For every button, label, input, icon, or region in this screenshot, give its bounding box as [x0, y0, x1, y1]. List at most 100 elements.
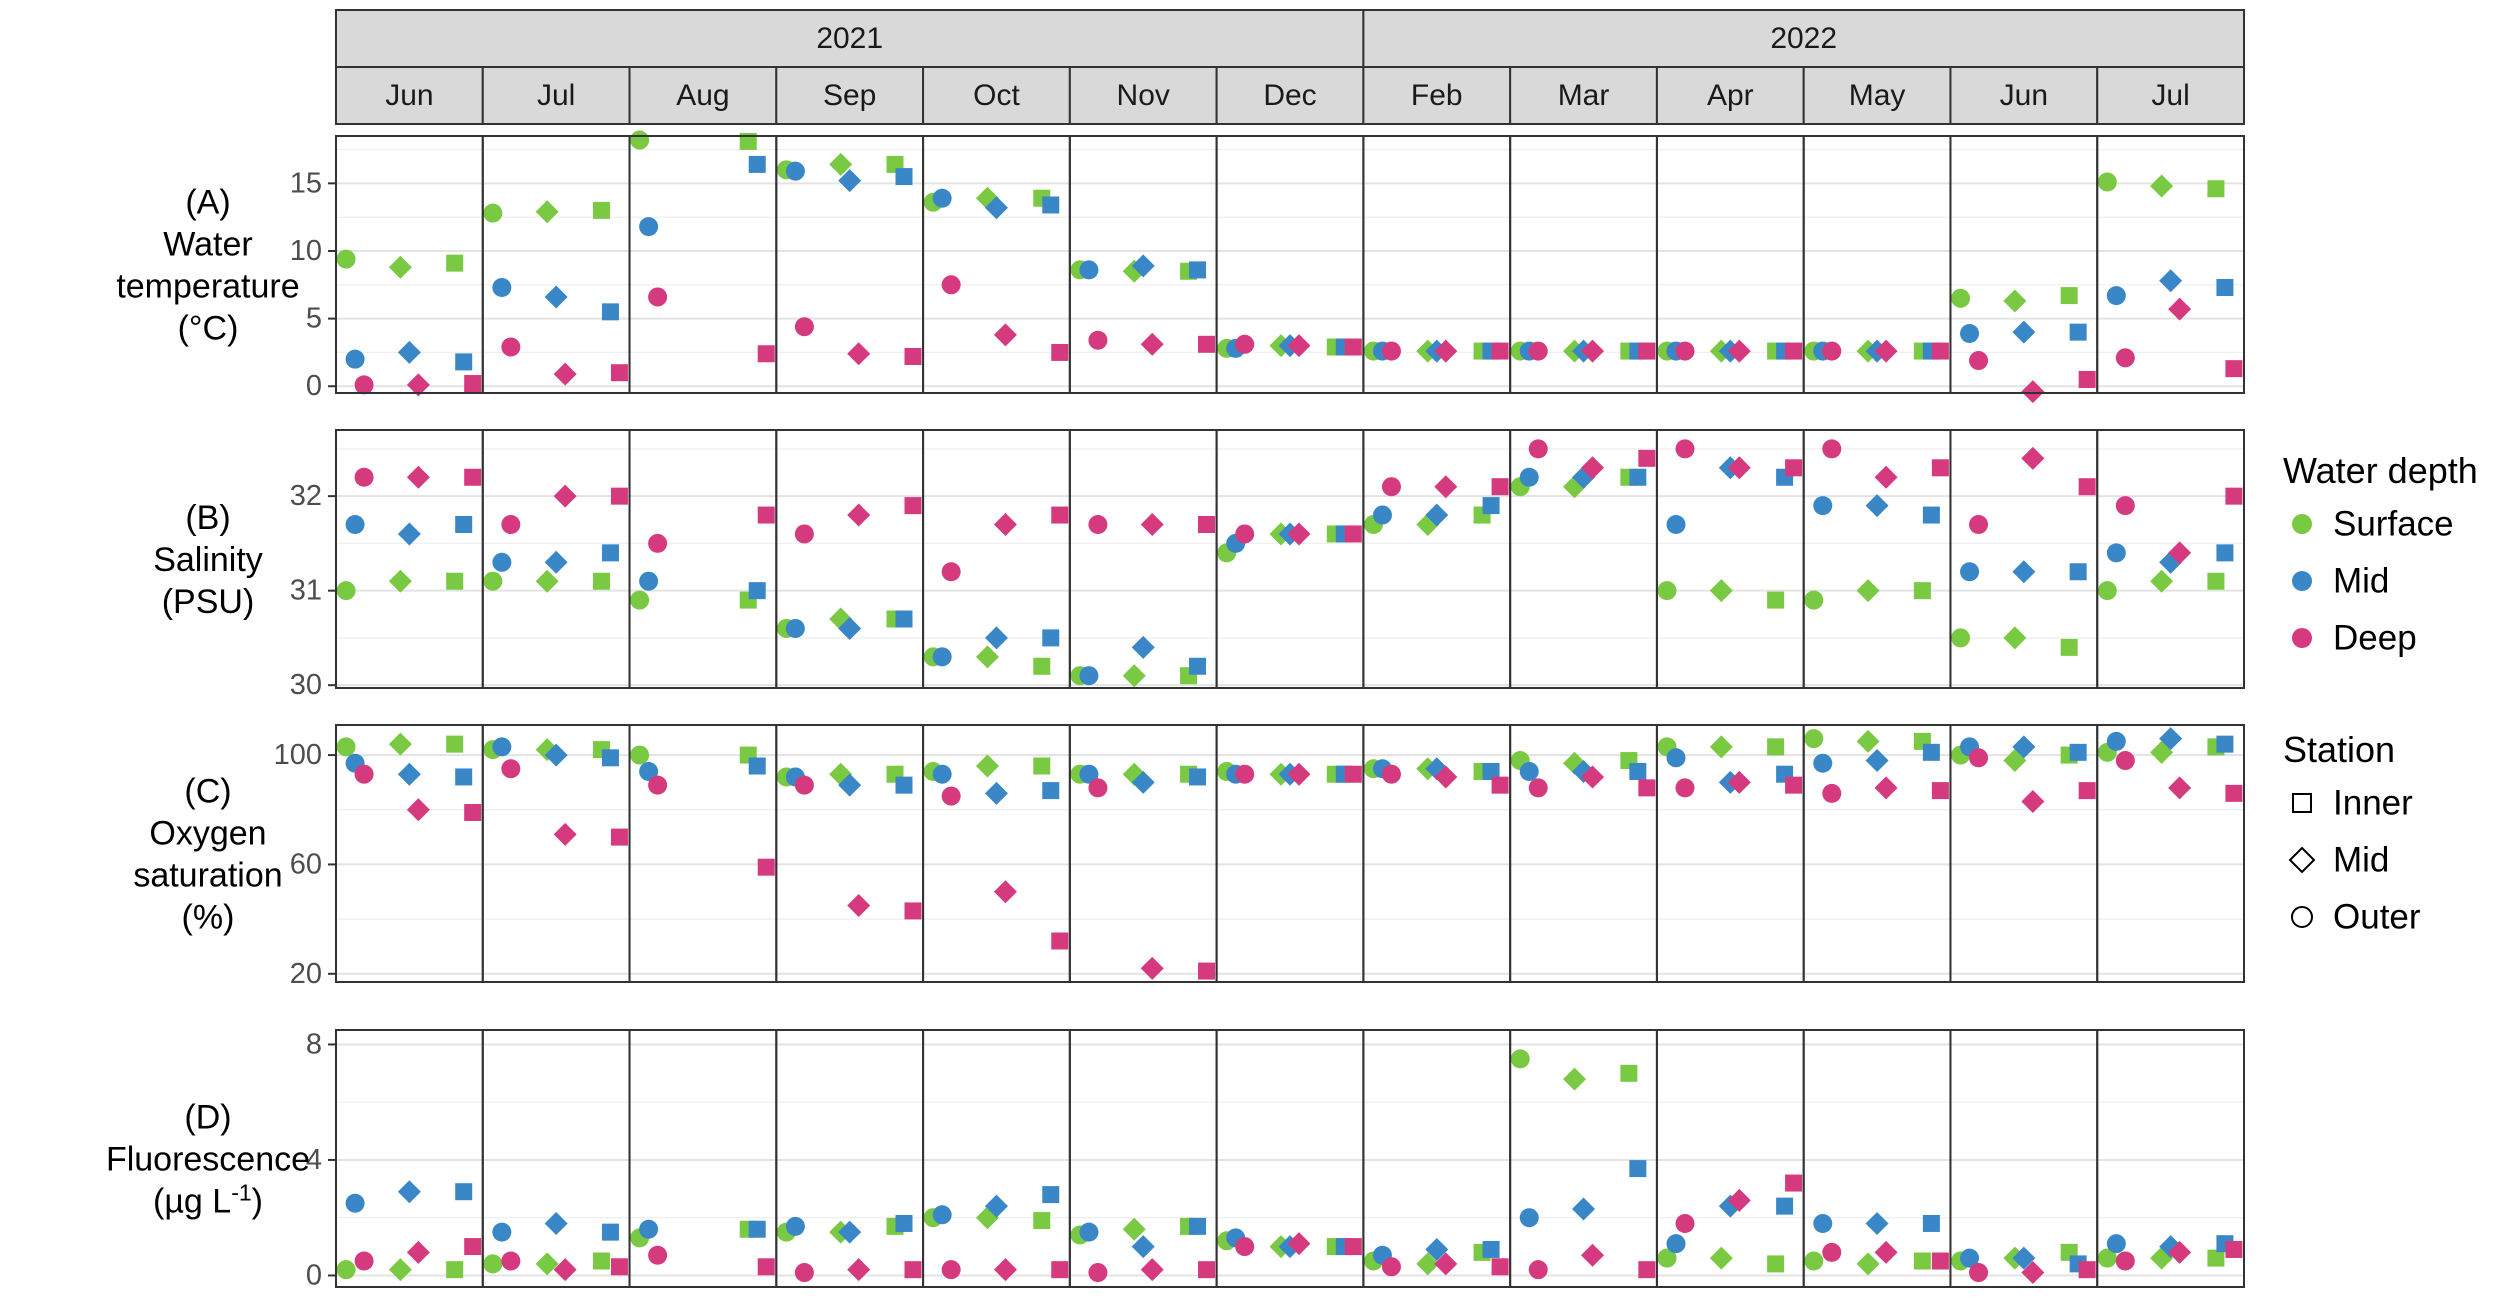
y-tick-label: 20 — [290, 958, 322, 990]
data-point-outer-surface — [336, 1260, 356, 1280]
data-point-outer-mid — [2106, 286, 2126, 306]
data-point-mid-mid — [1865, 494, 1889, 518]
data-point-inner-deep — [1491, 342, 1509, 360]
data-point-mid-deep — [1581, 339, 1605, 363]
data-point-inner-surface — [446, 254, 464, 272]
data-point-mid-deep — [1434, 339, 1458, 363]
data-point-inner-deep — [1051, 506, 1069, 524]
facet-background — [482, 1030, 630, 1287]
data-point-mid-surface — [1563, 1067, 1587, 1091]
data-point-inner-deep — [610, 828, 628, 846]
data-point-mid-deep — [2021, 380, 2045, 404]
data-point-mid-mid — [397, 340, 421, 364]
y-axis-label: (D) — [184, 1099, 231, 1137]
data-point-outer-deep — [1822, 439, 1842, 459]
data-point-inner-mid — [455, 768, 473, 786]
data-point-outer-deep — [1675, 778, 1695, 798]
data-point-mid-deep — [553, 484, 577, 508]
data-point-inner-deep — [1491, 1258, 1509, 1276]
data-point-mid-deep — [847, 1258, 871, 1282]
data-point-inner-deep — [2078, 782, 2096, 800]
data-point-inner-deep — [1344, 765, 1362, 783]
data-point-outer-deep — [501, 1251, 521, 1271]
data-point-mid-deep — [2168, 297, 2192, 321]
data-point-inner-mid — [601, 749, 619, 767]
data-point-inner-mid — [1629, 762, 1647, 780]
y-tick-label: 31 — [290, 575, 322, 607]
data-point-mid-surface — [1709, 579, 1733, 603]
facet-background — [1216, 430, 1364, 688]
data-point-outer-deep — [354, 467, 374, 487]
data-point-mid-deep — [1140, 1258, 1164, 1282]
month-strip — [2096, 66, 2245, 125]
legend-title-station: Station — [2283, 729, 2395, 770]
data-point-mid-deep — [993, 880, 1017, 904]
data-point-inner-deep — [1785, 776, 1803, 794]
data-point-inner-deep — [2225, 487, 2243, 505]
data-point-mid-mid — [1131, 254, 1155, 278]
data-point-inner-mid — [2216, 735, 2234, 753]
data-point-outer-surface — [2097, 1248, 2117, 1268]
data-point-inner-mid — [455, 516, 473, 534]
data-point-mid-surface — [535, 1252, 559, 1276]
data-point-mid-deep — [1434, 765, 1458, 789]
data-point-outer-mid — [2106, 1234, 2126, 1254]
data-point-inner-mid — [1042, 629, 1060, 647]
data-point-inner-mid — [2216, 278, 2234, 296]
data-point-inner-mid — [1629, 468, 1647, 486]
data-point-mid-deep — [1434, 475, 1458, 499]
data-point-outer-surface — [630, 745, 650, 765]
data-point-mid-surface — [535, 200, 559, 224]
panel-D: 0 4 8 (D) Fluorescence(µg L-1) — [106, 1028, 2245, 1291]
facet-background — [336, 1030, 483, 1287]
facet-background — [776, 725, 924, 982]
data-point-inner-surface — [2207, 1249, 2225, 1267]
data-point-mid-surface — [829, 152, 853, 176]
data-point-outer-surface — [2097, 581, 2117, 601]
data-point-inner-mid — [1922, 743, 1940, 761]
y-tick-label: 0 — [306, 1259, 322, 1291]
data-point-mid-deep — [1140, 513, 1164, 537]
data-point-outer-deep — [1675, 439, 1695, 459]
data-point-outer-surface — [483, 1254, 503, 1274]
data-point-mid-deep — [1727, 456, 1751, 480]
data-point-inner-deep — [1491, 478, 1509, 496]
data-point-mid-deep — [2021, 790, 2045, 814]
data-point-outer-surface — [1951, 288, 1971, 308]
facet-border — [2096, 429, 2245, 689]
data-point-mid-surface — [388, 255, 412, 279]
month-strip-label: Nov — [1117, 79, 1170, 112]
data-point-inner-mid — [895, 776, 913, 794]
data-point-mid-mid — [984, 781, 1008, 805]
month-strip — [922, 66, 1071, 125]
data-point-outer-surface — [336, 249, 356, 269]
y-axis-label: saturation — [133, 857, 282, 895]
data-point-mid-surface — [1416, 1252, 1440, 1276]
year-strip-2021 — [335, 9, 1365, 68]
month-strip-label: Jun — [2000, 79, 2048, 112]
data-point-mid-mid — [838, 169, 862, 193]
data-point-outer-mid — [1960, 562, 1980, 582]
data-point-mid-deep — [847, 893, 871, 917]
data-point-outer-deep — [794, 317, 814, 337]
legend-label: Inner — [2333, 784, 2413, 823]
data-point-outer-mid — [785, 618, 805, 638]
data-point-outer-deep — [1528, 341, 1548, 361]
data-point-mid-mid — [2012, 735, 2036, 759]
data-point-outer-mid — [1813, 1213, 1833, 1233]
data-point-outer-deep — [2115, 751, 2135, 771]
data-point-outer-mid — [1519, 761, 1539, 781]
data-point-outer-mid — [2106, 731, 2126, 751]
data-point-inner-mid — [1776, 1197, 1794, 1215]
data-point-mid-deep — [2168, 541, 2192, 565]
data-point-outer-deep — [354, 1251, 374, 1271]
data-point-mid-surface — [2003, 626, 2027, 650]
facet-background — [1069, 725, 1217, 982]
data-point-mid-surface — [1709, 735, 1733, 759]
facet-background — [776, 1030, 924, 1287]
data-point-mid-deep — [1287, 334, 1311, 358]
data-point-inner-mid — [1922, 506, 1940, 524]
data-point-mid-deep — [2021, 1261, 2045, 1285]
legend-key-surface — [2292, 514, 2312, 534]
